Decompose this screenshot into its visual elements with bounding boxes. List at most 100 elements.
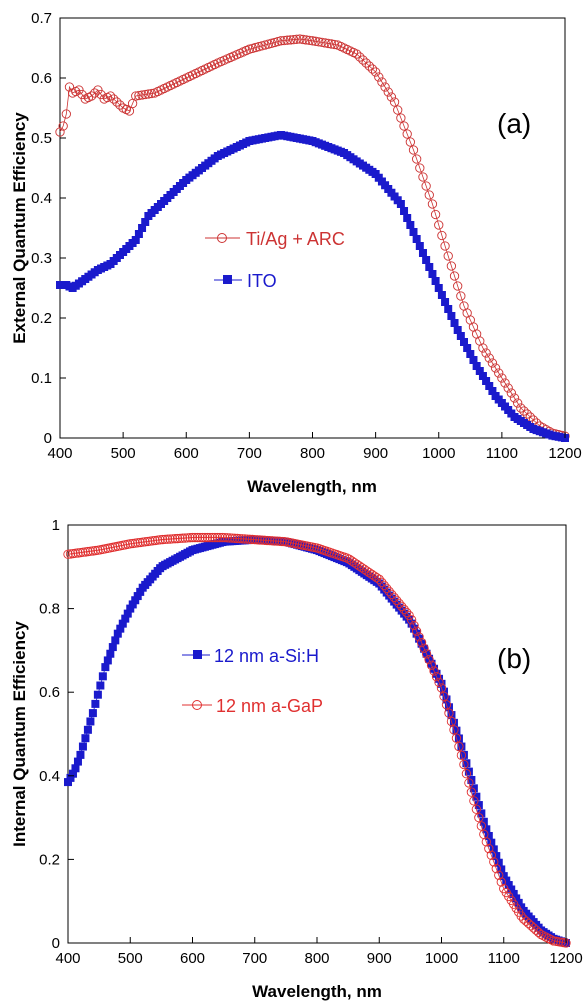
data-point bbox=[121, 614, 130, 623]
data-point bbox=[500, 378, 510, 388]
y-tick-label: 0.6 bbox=[39, 684, 60, 701]
panel-a-y-axis-label: External Quantum Efficiency bbox=[10, 112, 29, 344]
legend-label-a-gap: 12 nm a-GaP bbox=[216, 696, 323, 716]
data-point bbox=[165, 534, 175, 544]
x-tick-label: 500 bbox=[118, 950, 143, 967]
y-tick-label: 0.4 bbox=[39, 768, 60, 785]
data-point bbox=[64, 82, 75, 92]
data-point bbox=[399, 604, 409, 615]
data-point bbox=[131, 236, 140, 244]
data-point bbox=[182, 533, 193, 543]
data-point bbox=[509, 889, 518, 898]
data-point bbox=[215, 532, 225, 543]
data-point bbox=[220, 532, 230, 543]
data-point bbox=[437, 230, 447, 241]
data-point bbox=[504, 881, 513, 890]
data-point bbox=[453, 326, 462, 334]
data-point bbox=[83, 725, 92, 734]
data-point bbox=[202, 532, 213, 543]
data-point bbox=[134, 90, 144, 101]
data-point bbox=[357, 562, 367, 573]
data-point bbox=[450, 319, 459, 327]
data-point bbox=[499, 872, 508, 881]
data-point bbox=[434, 220, 444, 230]
data-point bbox=[93, 690, 102, 699]
data-point bbox=[392, 595, 402, 606]
data-point bbox=[307, 36, 318, 46]
data-point bbox=[242, 534, 252, 544]
data-point bbox=[516, 403, 526, 413]
data-point bbox=[487, 838, 496, 847]
data-point bbox=[298, 34, 308, 45]
data-point bbox=[538, 931, 549, 941]
y-tick-label: 0.4 bbox=[31, 190, 52, 207]
data-point bbox=[157, 534, 168, 545]
data-point bbox=[288, 34, 299, 45]
data-point bbox=[492, 852, 501, 861]
series-line bbox=[67, 539, 567, 944]
data-point bbox=[262, 535, 272, 546]
x-tick-label: 700 bbox=[242, 950, 267, 967]
data-point bbox=[76, 750, 85, 759]
data-point bbox=[379, 580, 389, 591]
panel-a-ticks-layer: 400 500 600 700 800 900 1000 1100 1200 0 0.1 0.2 0.3… bbox=[31, 10, 582, 462]
data-point bbox=[180, 533, 190, 543]
data-point bbox=[477, 809, 486, 818]
y-tick-label: 0 bbox=[44, 430, 52, 447]
data-point bbox=[424, 654, 434, 665]
data-point bbox=[533, 927, 544, 938]
data-point bbox=[277, 536, 287, 547]
data-point bbox=[469, 796, 479, 806]
data-point bbox=[449, 718, 458, 727]
data-point bbox=[58, 121, 68, 131]
data-point bbox=[435, 674, 444, 683]
data-point bbox=[396, 200, 405, 208]
series-line bbox=[67, 537, 567, 944]
data-point bbox=[451, 733, 462, 743]
data-point bbox=[488, 387, 497, 395]
data-point bbox=[514, 898, 523, 907]
data-point bbox=[197, 532, 208, 543]
panel-b-x-axis-label: Wavelength, nm bbox=[252, 982, 382, 1001]
data-point bbox=[441, 700, 452, 710]
data-point bbox=[449, 271, 460, 281]
data-point bbox=[404, 610, 414, 621]
data-point bbox=[460, 338, 468, 346]
data-point bbox=[81, 734, 90, 743]
legend-label-ito: ITO bbox=[247, 271, 277, 291]
data-point bbox=[377, 577, 387, 587]
data-point bbox=[91, 699, 100, 708]
data-point bbox=[113, 629, 122, 638]
data-point bbox=[403, 214, 412, 222]
panel-b-ticks-layer: 400 500 600 700 800 900 1000 1100 1200 0 0.2 0.4 0.6… bbox=[39, 517, 583, 967]
data-point bbox=[478, 372, 487, 380]
data-point bbox=[425, 263, 434, 271]
data-point bbox=[387, 589, 397, 600]
data-point bbox=[466, 350, 475, 358]
data-point bbox=[247, 534, 257, 545]
data-point bbox=[98, 672, 107, 681]
data-point bbox=[172, 533, 183, 544]
data-point bbox=[471, 804, 482, 814]
data-point bbox=[416, 637, 427, 648]
data-point bbox=[419, 643, 429, 653]
x-tick-label: 500 bbox=[111, 445, 136, 462]
data-point bbox=[364, 61, 374, 71]
data-point bbox=[415, 163, 425, 173]
panel-b-y-axis-label: Internal Quantum Efficiency bbox=[10, 621, 29, 847]
data-point bbox=[352, 559, 362, 569]
data-point bbox=[487, 358, 498, 368]
x-tick-label: 900 bbox=[363, 445, 388, 462]
data-point bbox=[103, 656, 112, 665]
data-point bbox=[369, 571, 379, 581]
legend-item-ito: ITO bbox=[214, 271, 277, 291]
data-point bbox=[463, 344, 472, 352]
data-point bbox=[205, 532, 215, 543]
data-point bbox=[359, 564, 369, 574]
data-point bbox=[476, 821, 486, 831]
x-tick-label: 1200 bbox=[549, 950, 582, 967]
data-point bbox=[105, 91, 116, 101]
data-point bbox=[358, 55, 368, 65]
data-point bbox=[474, 812, 484, 823]
data-point bbox=[466, 787, 477, 797]
